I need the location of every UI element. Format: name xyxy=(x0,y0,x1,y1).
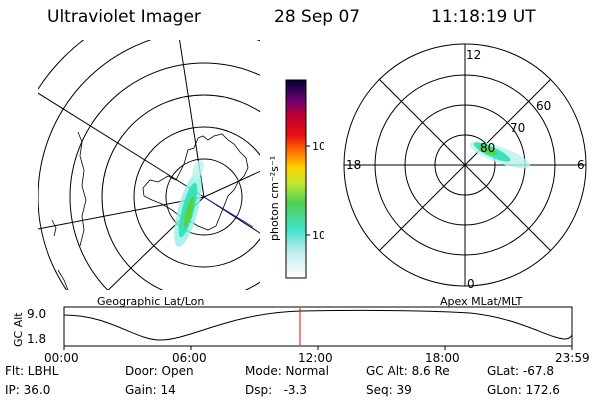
orbit-plot-frame xyxy=(63,306,573,347)
status-gain: Gain: 14 xyxy=(125,383,176,397)
orbit-altitude-curve xyxy=(63,309,573,341)
time-label: 11:18:19 UT xyxy=(431,7,536,27)
coastline-fragment xyxy=(77,131,87,247)
mlt-label-12: 12 xyxy=(466,48,481,62)
status-mode: Mode: Normal xyxy=(245,364,329,378)
mlat-label-70: 70 xyxy=(510,121,525,135)
status-glat: GLat: -67.8 xyxy=(487,364,554,378)
orbit-altitude-plot: GC Alt 9.0 1.8 00:00 06:00 12:00 18:00 2… xyxy=(12,306,590,365)
meridian-line xyxy=(203,170,260,198)
lat-circle xyxy=(69,62,260,290)
orbit-xtick-label: 12:00 xyxy=(298,351,333,365)
mlat-label-80: 80 xyxy=(480,141,495,155)
app-title: Ultraviolet Imager xyxy=(47,7,201,27)
aurora-emission xyxy=(183,196,195,228)
orbit-xtick-label: 00:00 xyxy=(44,351,79,365)
mag-panel-caption: Apex MLat/MLT xyxy=(440,295,523,308)
status-filter: Flt: LBHL xyxy=(5,364,59,378)
colorbar-tick-label: 100 xyxy=(312,140,324,153)
orbit-ytick-label: 1.8 xyxy=(27,332,46,346)
status-dsp: Dsp: -3.3 xyxy=(245,383,308,397)
colorbar-scale xyxy=(285,79,307,279)
sun-direction-line xyxy=(203,196,254,228)
lat-circle xyxy=(165,158,243,236)
colorbar-tick-label: 10 xyxy=(312,229,324,242)
colorbar: photon cm⁻²s⁻¹ 100 10 xyxy=(268,79,324,279)
status-door: Door: Open xyxy=(125,364,194,378)
meridian-line xyxy=(38,92,205,198)
status-seq: Seq: 39 xyxy=(366,383,412,397)
geo-panel-caption: Geographic Lat/Lon xyxy=(97,295,205,308)
mlt-line xyxy=(378,78,552,252)
status-ip: IP: 36.0 xyxy=(5,383,51,397)
orbit-ytick-label: 9.0 xyxy=(27,307,46,321)
mlt-label-18: 18 xyxy=(346,158,361,172)
aurora-emission xyxy=(192,160,204,180)
geographic-map-panel xyxy=(38,40,260,290)
coastline-fragment xyxy=(57,269,69,290)
lat-circle xyxy=(133,126,260,268)
orbit-xtick-label: 23:59 xyxy=(555,351,590,365)
lat-circle xyxy=(38,40,260,290)
lat-circle xyxy=(101,94,260,290)
status-gc-alt: GC Alt: 8.6 Re xyxy=(366,364,450,378)
magnetic-polar-panel: 12 18 6 0 60 70 80 xyxy=(343,43,587,291)
aurora-emission xyxy=(478,144,498,156)
date-label: 28 Sep 07 xyxy=(274,7,361,27)
orbit-ylabel: GC Alt xyxy=(12,312,25,347)
mlt-label-6: 6 xyxy=(577,158,585,172)
orbit-xtick-label: 06:00 xyxy=(172,351,207,365)
status-glon: GLon: 172.6 xyxy=(487,383,560,397)
coastline-fragment xyxy=(51,219,57,237)
orbit-xtick-label: 18:00 xyxy=(425,351,460,365)
lat-circle xyxy=(38,40,85,91)
meridian-line xyxy=(38,196,205,230)
colorbar-unit-label: photon cm⁻²s⁻¹ xyxy=(268,156,281,241)
mlat-label-60: 60 xyxy=(536,99,551,113)
mlt-label-0: 0 xyxy=(467,277,475,291)
